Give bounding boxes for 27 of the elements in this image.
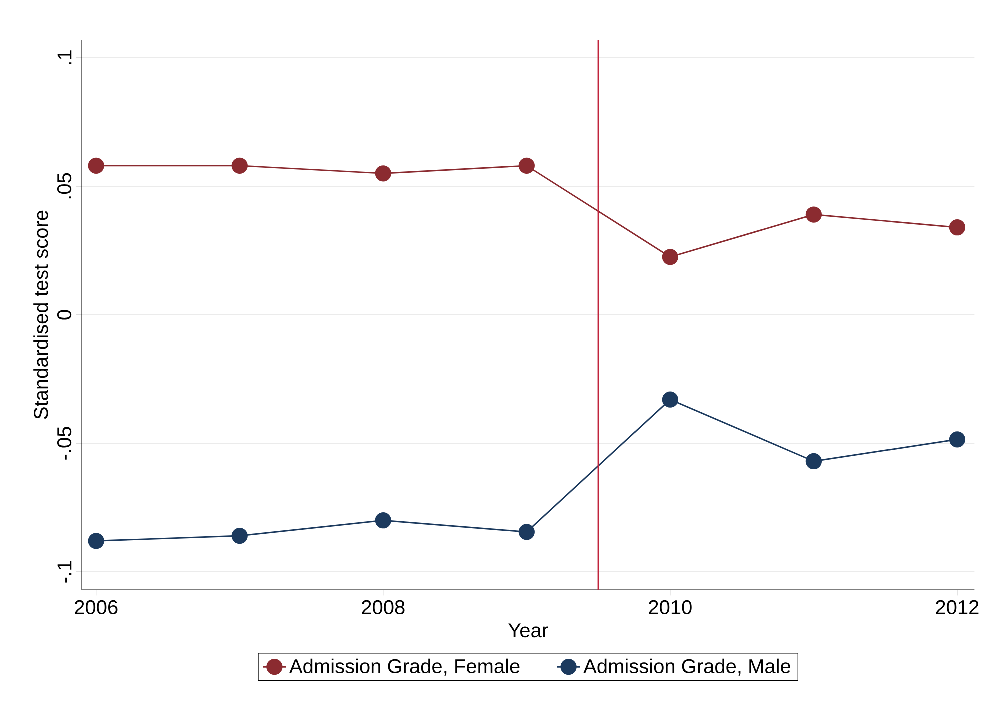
legend-label: Admission Grade, Male — [584, 658, 790, 676]
point — [518, 524, 535, 540]
point — [375, 166, 392, 182]
point — [949, 432, 966, 448]
point — [806, 206, 822, 223]
point — [375, 512, 392, 529]
x-tick-label: 2010 — [649, 600, 692, 615]
x-tick-label: 2006 — [75, 600, 118, 615]
x-tick-label: 2012 — [936, 600, 979, 615]
point — [949, 220, 966, 236]
point — [88, 533, 104, 550]
y-tick-label: 0 — [57, 310, 72, 320]
point — [662, 392, 678, 408]
legend-label: Admission Grade, Female — [290, 658, 520, 676]
point — [518, 158, 535, 174]
y-axis-title: Standardised test score — [34, 210, 48, 420]
x-tick-label: 2008 — [362, 600, 405, 615]
point — [232, 528, 248, 544]
y-tick-label: -.05 — [57, 427, 72, 460]
point — [662, 249, 678, 266]
point — [806, 453, 822, 470]
point — [232, 158, 248, 174]
y-tick-label: .1 — [58, 50, 72, 65]
y-tick-label: -.1 — [58, 561, 72, 583]
y-tick-label: .05 — [57, 173, 72, 199]
x-axis-title: Year — [508, 624, 548, 638]
point — [88, 158, 104, 174]
